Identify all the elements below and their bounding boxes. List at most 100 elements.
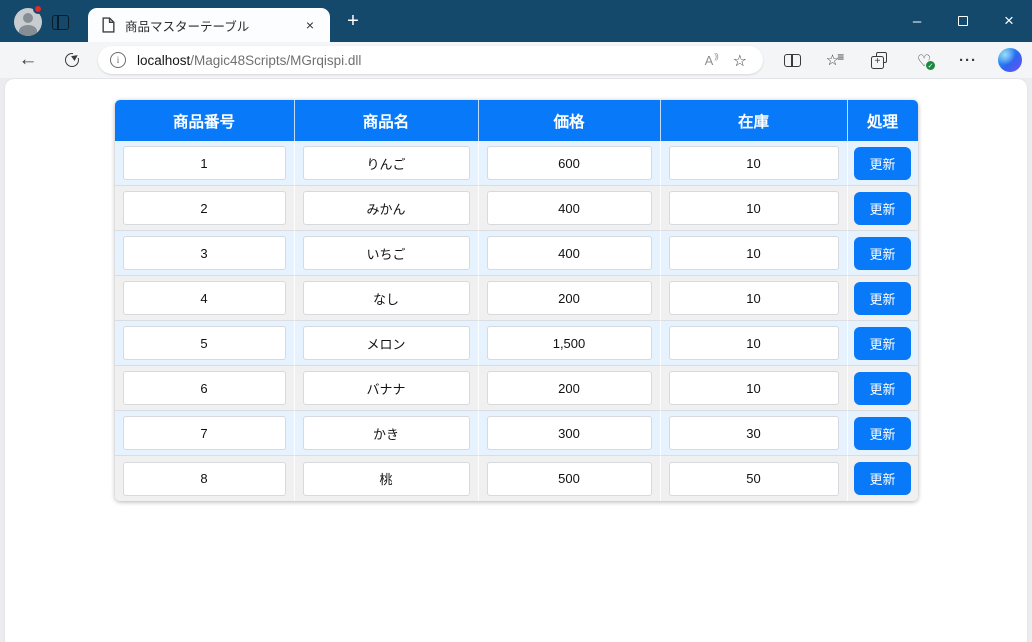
price-input[interactable] [486,146,652,180]
header-product-name: 商品名 [294,100,479,141]
favorites-star-icon: ☆ [825,51,840,69]
stock-input[interactable] [668,281,839,315]
price-input[interactable] [486,236,652,270]
tab-title: 商品マスターテーブル [125,19,250,34]
table-header-row: 商品番号 商品名 価格 在庫 処理 [114,100,918,141]
table-row: 更新 [114,276,918,321]
table-row: 更新 [114,231,918,276]
product-name-input[interactable] [302,146,470,180]
read-aloud-button[interactable]: A )) [697,46,725,74]
browser-essentials-icon: ♡ ✓ [914,51,936,71]
update-button[interactable]: 更新 [854,236,911,270]
url-path: /Magic48Scripts/MGrqispi.dll [190,52,362,68]
price-input[interactable] [486,461,652,496]
product-no-input[interactable] [122,191,286,225]
product-no-input[interactable] [122,236,286,270]
stock-input[interactable] [668,236,839,270]
split-screen-icon [783,53,801,67]
tab-close-button[interactable]: × [305,17,315,33]
product-master-table: 商品番号 商品名 価格 在庫 処理 更新 [114,100,918,501]
update-button[interactable]: 更新 [854,462,911,495]
toolbar-right-icons: ☆ ≡ + ♡ ✓ ··· [770,42,1030,78]
table-row: 更新 [114,141,918,186]
browser-toolbar: ← i localhost/Magic48Scripts/MGrqispi.dl… [0,42,1032,78]
favorites-button[interactable]: ☆ ≡ [814,42,858,78]
stock-input[interactable] [668,326,839,360]
product-name-input[interactable] [302,191,470,225]
notification-dot [33,4,43,14]
star-icon: ☆ [732,50,747,70]
read-aloud-icon: A [704,52,714,68]
table-row: 更新 [114,366,918,411]
table-row: 更新 [114,411,918,456]
browser-essentials-button[interactable]: ♡ ✓ [902,42,946,78]
tab-actions-menu-button[interactable] [52,12,74,32]
price-input[interactable] [486,416,652,450]
site-info-icon[interactable]: i [110,52,126,68]
person-icon [23,13,33,23]
favorites-lines-icon: ≡ [837,50,845,64]
update-button[interactable]: 更新 [854,191,911,225]
product-no-input[interactable] [122,371,286,405]
refresh-button[interactable] [56,42,88,78]
update-button[interactable]: 更新 [854,416,911,450]
update-button[interactable]: 更新 [854,326,911,360]
product-name-input[interactable] [302,326,470,360]
refresh-icon [65,51,81,67]
new-tab-button[interactable]: + [338,6,368,36]
page-content: 商品番号 商品名 価格 在庫 処理 更新 [4,78,1028,642]
favorite-star-button[interactable]: ☆ [725,46,755,74]
product-name-input[interactable] [302,236,470,270]
person-icon-body [19,25,37,36]
read-aloud-waves-icon: )) [714,51,718,61]
green-check-badge: ✓ [925,60,936,71]
product-no-input[interactable] [122,146,286,180]
stock-input[interactable] [668,146,839,180]
product-no-input[interactable] [122,416,286,450]
product-name-input[interactable] [302,371,470,405]
collections-front-square: + [871,55,884,69]
product-name-input[interactable] [302,416,470,450]
copilot-button[interactable] [990,42,1030,78]
price-input[interactable] [486,281,652,315]
close-window-button[interactable]: × [986,0,1032,42]
header-price: 価格 [478,100,661,141]
titlebar: 商品マスターテーブル × + – × [0,0,1032,42]
price-input[interactable] [486,326,652,360]
browser-tab[interactable]: 商品マスターテーブル × [88,8,330,42]
back-button[interactable]: ← [12,42,44,78]
url-host: localhost [137,52,191,68]
maximize-button[interactable] [940,0,986,42]
price-input[interactable] [486,191,652,225]
product-no-input[interactable] [122,461,286,496]
copilot-icon [998,48,1022,72]
product-table-card: 商品番号 商品名 価格 在庫 処理 更新 [114,100,918,501]
minimize-button[interactable]: – [894,0,940,42]
table-row: 更新 [114,456,918,501]
address-bar[interactable]: i localhost/Magic48Scripts/MGrqispi.dll … [98,46,763,74]
stock-input[interactable] [668,191,839,225]
page-icon [102,17,115,33]
split-screen-button[interactable] [770,42,814,78]
table-row: 更新 [114,186,918,231]
product-name-input[interactable] [302,281,470,315]
header-action: 処理 [847,100,918,141]
collections-button[interactable]: + [858,42,902,78]
stock-input[interactable] [668,371,839,405]
price-input[interactable] [486,371,652,405]
stock-input[interactable] [668,416,839,450]
update-button[interactable]: 更新 [854,371,911,405]
maximize-icon [958,16,968,26]
stock-input[interactable] [668,461,839,496]
update-button[interactable]: 更新 [854,281,911,315]
update-button[interactable]: 更新 [854,146,911,180]
header-stock: 在庫 [660,100,848,141]
header-product-no: 商品番号 [114,100,295,141]
settings-more-button[interactable]: ··· [946,42,990,78]
product-no-input[interactable] [122,326,286,360]
product-name-input[interactable] [302,461,470,496]
more-ellipsis-icon: ··· [959,51,977,69]
vertical-tabs-icon [52,14,69,30]
product-no-input[interactable] [122,281,286,315]
